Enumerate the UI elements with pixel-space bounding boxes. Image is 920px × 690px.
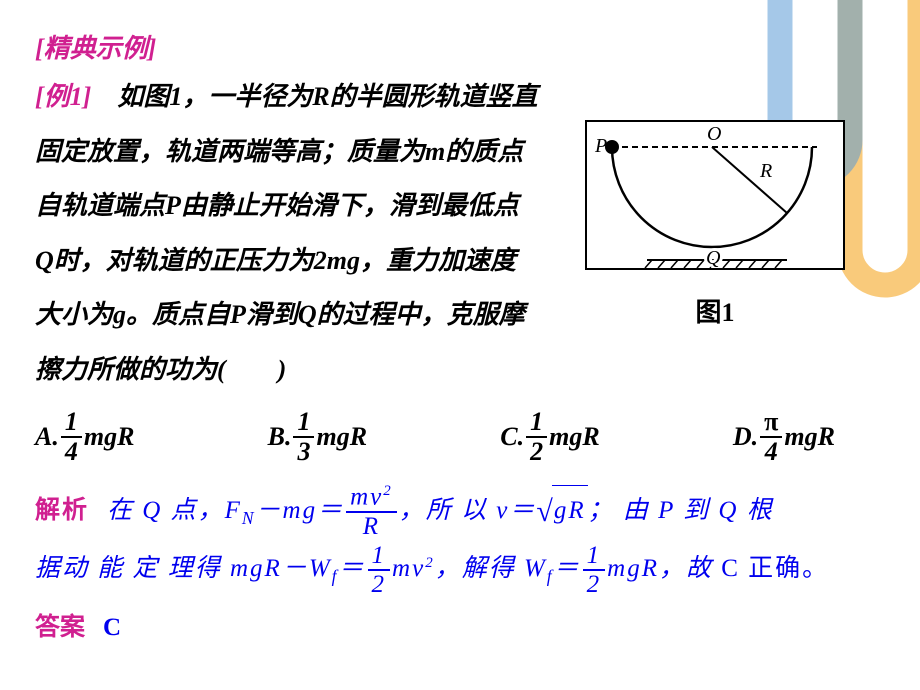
answer-value: C (103, 614, 121, 641)
figure-label-p: P (594, 135, 607, 157)
sol-part1: 在 Q 点，F (107, 497, 242, 524)
option-c-label: C. (500, 422, 524, 452)
figure-caption: 图1 (575, 292, 855, 329)
option-b-rest: mgR (316, 422, 367, 452)
answer-row: 答案 C (35, 607, 885, 643)
sol-part3: ，所 以 v＝ (399, 497, 537, 524)
sol-part2: －mg＝ (256, 497, 345, 524)
problem-line-4: Q时，对轨道的正压力为2mg，重力加速度 (35, 234, 555, 289)
solution-label: 解析 (35, 497, 89, 524)
problem-text-1: 如图1，一半径为R的半圆形轨道竖直 (117, 82, 537, 111)
sol-frac3: 12 (583, 542, 606, 599)
option-d-frac: π4 (760, 408, 782, 467)
problem-line-3: 自轨道端点P由静止开始滑下，滑到最低点 (35, 179, 555, 234)
options-row: A.14mgR B.13mgR C.12mgR D.π4mgR (35, 408, 885, 467)
problem-row: [例1] 如图1，一半径为R的半圆形轨道竖直 固定放置，轨道两端等高；质量为m的… (35, 70, 885, 398)
figure-label-r: R (759, 160, 772, 182)
sol-part10: mgR，故 (607, 555, 721, 582)
figure-box: P O R Q Q (585, 120, 845, 270)
solution-block: 解析在 Q 点，FN－mg＝mv2R，所 以 v＝√gR； 由 P 到 Q 根 … (35, 482, 885, 599)
problem-line-1: [例1] 如图1，一半径为R的半圆形轨道竖直 (35, 70, 555, 125)
sol-part7: mv (392, 555, 425, 582)
problem-label: [例1] (35, 82, 91, 111)
problem-line-5: 大小为g。质点自P滑到Q的过程中，克服摩 (35, 288, 555, 343)
sol-frac1: mv2R (346, 483, 397, 540)
option-c: C.12mgR (500, 408, 599, 467)
option-d-rest: mgR (784, 422, 835, 452)
option-c-rest: mgR (549, 422, 600, 452)
option-b: B.13mgR (268, 408, 367, 467)
sol-fn-sub: N (242, 508, 256, 528)
option-a-label: A. (35, 422, 59, 452)
option-a-frac: 14 (61, 408, 82, 467)
option-d: D.π4mgR (733, 408, 835, 467)
figure-label-o: O (707, 123, 721, 145)
answer-label: 答案 (35, 614, 85, 641)
sol-frac2: 12 (368, 542, 391, 599)
section-header: [精典示例] (35, 28, 885, 65)
problem-text-block: [例1] 如图1，一半径为R的半圆形轨道竖直 固定放置，轨道两端等高；质量为m的… (35, 70, 555, 398)
option-b-frac: 13 (293, 408, 314, 467)
figure-label-q: Q (706, 247, 721, 268)
sol-wf-sub1: f (332, 566, 339, 586)
sol-sqrt: √gR (536, 482, 587, 542)
option-d-label: D. (733, 422, 758, 452)
figure-column: P O R Q Q 图1 (575, 120, 855, 329)
figure-svg: P O R Q Q (587, 122, 843, 268)
content-area: [精典示例] [例1] 如图1，一半径为R的半圆形轨道竖直 固定放置，轨道两端等… (35, 28, 885, 643)
sol-wf-sub2: f (547, 566, 554, 586)
sol-part9: ＝ (554, 555, 581, 582)
problem-line-2: 固定放置，轨道两端等高；质量为m的质点 (35, 125, 555, 180)
option-b-label: B. (268, 422, 292, 452)
problem-line-6: 擦力所做的功为( ) (35, 343, 555, 398)
sol-mv-sup: 2 (425, 555, 435, 571)
sol-part5: 据动 能 定 理得 mgR－W (35, 555, 332, 582)
option-a: A.14mgR (35, 408, 134, 467)
sol-part6: ＝ (339, 555, 366, 582)
option-c-frac: 12 (526, 408, 547, 467)
sol-part8: ，解得 W (435, 555, 547, 582)
option-a-rest: mgR (84, 422, 135, 452)
sol-part4: ； 由 P 到 Q 根 (588, 497, 774, 524)
sol-part11: C 正确。 (721, 555, 829, 582)
